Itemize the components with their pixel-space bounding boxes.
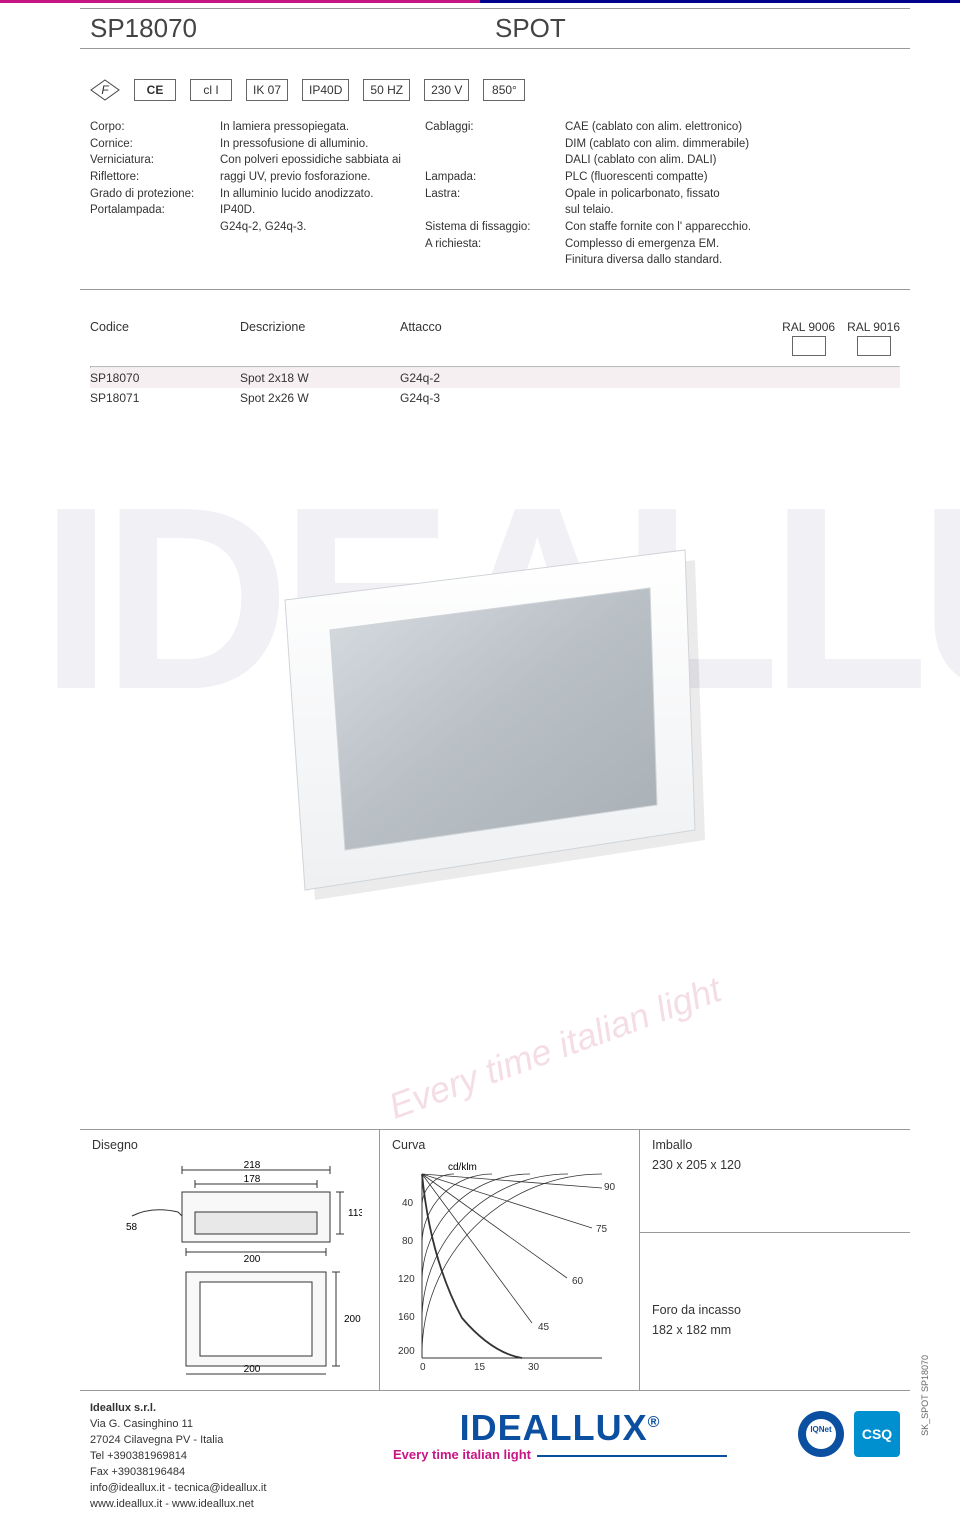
products-header: Codice Descrizione Attacco RAL 9006 RAL … [90, 320, 900, 360]
table-row: SP18070 Spot 2x18 W G24q-2 [90, 368, 900, 388]
badge-volt: 230 V [424, 79, 469, 101]
svg-text:45: 45 [538, 1322, 550, 1333]
products-section: IDEALLUX Every time italian light Codice… [80, 320, 910, 1130]
badge-temp: 850° [483, 79, 525, 101]
swatch-box [857, 336, 891, 356]
svg-text:120: 120 [398, 1274, 415, 1285]
swatch-ral9006: RAL 9006 [782, 320, 835, 356]
product-code: SP18070 [90, 13, 495, 44]
panel-curva: Curva cd/klm 40 80 120 160 200 0 [380, 1130, 640, 1390]
badge-ce: CE [134, 79, 176, 101]
specs-left-labels: Corpo: Cornice: Verniciatura: Riflettore… [90, 119, 210, 269]
svg-text:30: 30 [528, 1362, 540, 1373]
cert-csq-icon: CSQ [854, 1411, 900, 1457]
product-image [275, 530, 715, 910]
svg-text:200: 200 [398, 1346, 415, 1357]
divider [640, 1232, 910, 1233]
page: SP18070 SPOT F CE cl I IK 07 IP40D 50 HZ… [80, 8, 910, 1395]
footer: Ideallux s.r.l. Via G. Casinghino 11 270… [80, 1390, 910, 1523]
badge-ik: IK 07 [246, 79, 288, 101]
col-header-codice: Codice [90, 320, 240, 356]
imballo-block: Imballo 230 x 205 x 120 [652, 1138, 898, 1172]
svg-text:60: 60 [572, 1276, 584, 1287]
side-code: SK_SPOT SP18070 [920, 1355, 930, 1436]
footer-contact: Ideallux s.r.l. Via G. Casinghino 11 270… [90, 1401, 360, 1513]
panel-title: Disegno [92, 1138, 367, 1152]
svg-text:200: 200 [244, 1364, 261, 1375]
header: SP18070 SPOT [80, 8, 910, 49]
svg-text:160: 160 [398, 1312, 415, 1323]
svg-text:75: 75 [596, 1224, 608, 1235]
col-header-desc: Descrizione [240, 320, 400, 356]
polar-chart: cd/klm 40 80 120 160 200 0 [392, 1158, 622, 1378]
specs-columns: Corpo: Cornice: Verniciatura: Riflettore… [90, 119, 900, 269]
badge-ip: IP40D [302, 79, 349, 101]
svg-text:178: 178 [244, 1174, 261, 1185]
specs-section: F CE cl I IK 07 IP40D 50 HZ 230 V 850° C… [80, 49, 910, 290]
panel-info: Imballo 230 x 205 x 120 Foro da incasso … [640, 1130, 910, 1390]
badge-hz: 50 HZ [363, 79, 410, 101]
panel-disegno: Disegno 218 178 [80, 1130, 380, 1390]
technical-drawing: 218 178 [92, 1158, 362, 1378]
svg-text:200: 200 [244, 1254, 261, 1265]
footer-certs: IQNet CSQ [760, 1401, 900, 1457]
swatch-ral9016: RAL 9016 [847, 320, 900, 356]
foro-block: Foro da incasso 182 x 182 mm [652, 1303, 898, 1337]
svg-text:0: 0 [420, 1362, 426, 1373]
footer-logo: IDEALLUX® Every time italian light [360, 1401, 760, 1462]
specs-right-labels: Cablaggi: Lampada: Lastra: Sistema di fi… [425, 119, 555, 269]
table-row: SP18071 Spot 2x26 W G24q-3 [90, 388, 900, 408]
swatch-box [792, 336, 826, 356]
svg-text:218: 218 [244, 1160, 261, 1171]
svg-text:15: 15 [474, 1362, 486, 1373]
product-title: SPOT [495, 13, 900, 44]
badge-f-symbol: F [90, 79, 120, 101]
svg-text:F: F [101, 83, 109, 97]
svg-text:40: 40 [402, 1198, 414, 1209]
bottom-panels: Disegno 218 178 [80, 1130, 910, 1390]
swatches: RAL 9006 RAL 9016 [782, 320, 900, 356]
svg-text:58: 58 [126, 1222, 138, 1233]
specs-right-values: CAE (cablato con alim. elettronico) DIM … [565, 119, 900, 269]
panel-title: Curva [392, 1138, 627, 1152]
svg-text:80: 80 [402, 1236, 414, 1247]
cert-iqnet-icon: IQNet [798, 1411, 844, 1457]
svg-text:90: 90 [604, 1182, 616, 1193]
badges-row: F CE cl I IK 07 IP40D 50 HZ 230 V 850° [90, 79, 900, 101]
svg-text:200: 200 [344, 1314, 361, 1325]
top-stripe [0, 0, 960, 3]
svg-text:113: 113 [348, 1208, 362, 1219]
badge-class: cl I [190, 79, 232, 101]
col-header-attacco: Attacco [400, 320, 500, 356]
svg-text:cd/klm: cd/klm [448, 1162, 477, 1173]
specs-left-values: In lamiera pressopiegata. In pressofusio… [220, 119, 415, 269]
